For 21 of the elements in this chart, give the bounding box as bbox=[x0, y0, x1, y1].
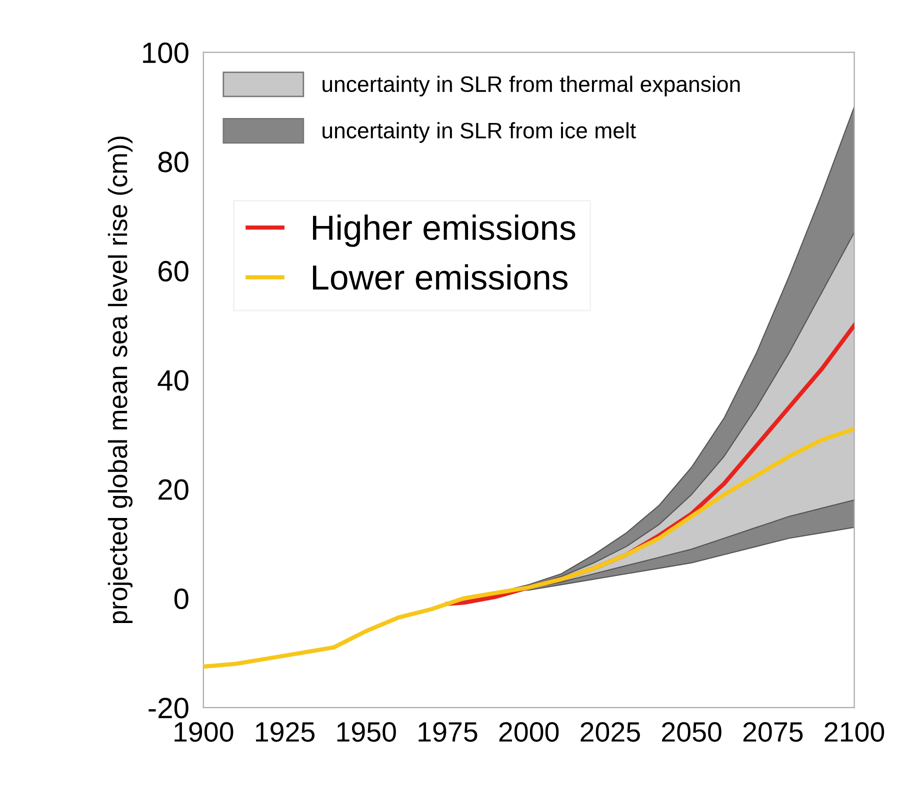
x-tick-label: 1950 bbox=[337, 722, 396, 742]
y-tick-label: 100 bbox=[143, 42, 188, 64]
x-tick-label: 2000 bbox=[499, 722, 559, 742]
x-tick-label: 2025 bbox=[580, 722, 640, 742]
y-axis-title: projected global mean sea level rise (cm)) bbox=[108, 136, 133, 624]
legend-label: Higher emissions bbox=[313, 214, 576, 247]
y-tick-label: 80 bbox=[158, 152, 188, 172]
y-tick-label: 0 bbox=[174, 588, 188, 610]
x-tick-label: 2050 bbox=[662, 722, 722, 742]
y-tick-label: 60 bbox=[158, 260, 188, 282]
legend-label: uncertainty in SLR from thermal expansion bbox=[322, 76, 740, 96]
y-tick-label: 20 bbox=[158, 479, 188, 500]
x-tick-label: 1975 bbox=[418, 722, 478, 742]
legend-label: Lower emissions bbox=[313, 264, 568, 290]
y-tick-label: 40 bbox=[158, 370, 188, 391]
x-tick-label: 2075 bbox=[743, 722, 803, 742]
x-tick-label: 2100 bbox=[824, 722, 884, 742]
y-tick-label: -20 bbox=[148, 698, 188, 718]
x-tick-label: 1925 bbox=[256, 722, 314, 742]
x-tick-label: 1900 bbox=[174, 722, 234, 742]
legend-label: uncertainty in SLR from ice melt bbox=[322, 122, 636, 143]
